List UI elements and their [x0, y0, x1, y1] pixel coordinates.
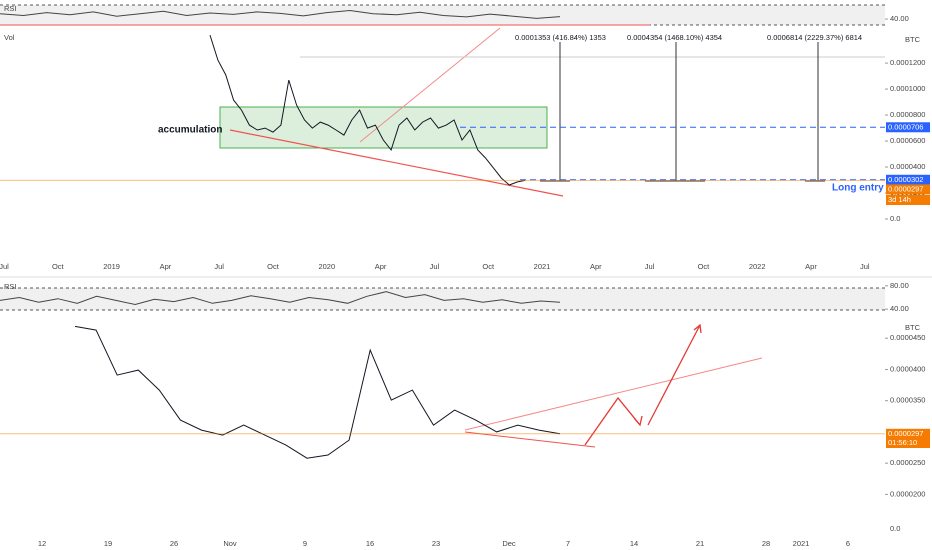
line-series [74, 325, 561, 459]
x-tick-label: Oct [482, 262, 495, 271]
x-tick-label: 26 [170, 539, 178, 548]
x-tick-label: Jul [0, 262, 9, 271]
x-tick-label: Jul [430, 262, 440, 271]
price-label-box [886, 428, 930, 439]
y-tick-label: 40.00 [890, 14, 909, 23]
x-tick-label: 2019 [103, 262, 120, 271]
countdown: 01:56:10 [888, 438, 917, 447]
x-tick-label: Dec [502, 539, 516, 548]
price-label: 0.0000706 [888, 122, 923, 131]
panel-title: Vol [4, 33, 15, 42]
y-tick-label: 0.0000250 [890, 458, 925, 467]
line-series [209, 34, 526, 186]
y-tick-label: 80.00 [890, 281, 909, 290]
x-tick-label: 2022 [749, 262, 766, 271]
y-tick-label: 40.00 [890, 304, 909, 313]
x-tick-label: 2021 [793, 539, 810, 548]
price-label: 0.0000297 [888, 184, 923, 193]
target-lines [540, 42, 825, 182]
projection-arrows [584, 323, 702, 446]
price-label: 0.0000297 [888, 429, 923, 438]
x-tick-label: 2020 [318, 262, 335, 271]
price-label-box [886, 184, 930, 195]
y-floor-label: 0.0 [890, 524, 900, 533]
x-tick-label: Apr [805, 262, 817, 271]
x-tick-label: 12 [38, 539, 46, 548]
unit-label: BTC [905, 35, 921, 44]
y-tick-label: 0.0 [890, 214, 900, 223]
x-tick-label: Apr [160, 262, 172, 271]
annotation: 0.0004354 (1468.10%) 4354 [627, 33, 722, 42]
y-tick-label: 0.0000350 [890, 396, 925, 405]
x-tick-label: 7 [566, 539, 570, 548]
line-series [0, 291, 561, 306]
unit-label: BTC [905, 323, 921, 332]
trendline [464, 357, 763, 431]
price-label: 0.0000302 [888, 175, 923, 184]
panel-title: RSI [4, 282, 17, 291]
y-tick-label: 0.0000200 [890, 489, 925, 498]
y-tick-label: 0.0000400 [890, 162, 925, 171]
annotation: Long entry [832, 183, 884, 194]
trendline [359, 27, 501, 143]
x-tick-label: 2021 [534, 262, 551, 271]
y-tick-label: 0.0000600 [890, 136, 925, 145]
x-tick-label: 23 [432, 539, 440, 548]
y-tick-label: 0.0000800 [890, 110, 925, 119]
trendline [464, 431, 596, 448]
x-tick-label: Apr [375, 262, 387, 271]
price-label-box [886, 122, 930, 133]
x-tick-label: Apr [590, 262, 602, 271]
countdown-box [886, 438, 930, 448]
y-tick-label: 0.0000450 [890, 333, 925, 342]
x-tick-label: Nov [223, 539, 237, 548]
x-tick-label: Oct [698, 262, 711, 271]
x-tick-label: 9 [303, 539, 307, 548]
x-tick-label: 6 [846, 539, 850, 548]
x-tick-label: 16 [366, 539, 374, 548]
line-series [0, 9, 561, 19]
countdown: 3d 14h [888, 195, 911, 204]
x-tick-label: Jul [860, 262, 870, 271]
x-tick-label: Oct [52, 262, 65, 271]
x-tick-label: 21 [696, 539, 704, 548]
annotation: 0.0001353 (416.84%) 1353 [515, 33, 606, 42]
x-tick-label: Jul [645, 262, 655, 271]
panel-title: RSI [4, 4, 17, 13]
rsi-band [0, 288, 885, 310]
annotation: 0.0006814 (2229.37%) 6814 [767, 33, 862, 42]
x-tick-label: 14 [630, 539, 638, 548]
annotation: accumulation [158, 125, 222, 136]
accumulation-box [219, 106, 548, 149]
x-tick-label: 19 [104, 539, 112, 548]
price-label-box [886, 174, 930, 185]
x-tick-label: Oct [267, 262, 280, 271]
countdown-box [886, 195, 930, 205]
x-tick-label: Jul [214, 262, 224, 271]
y-tick-label: 0.0001000 [890, 84, 925, 93]
trendline [229, 129, 564, 197]
y-tick-label: 0.0001200 [890, 58, 925, 67]
x-tick-label: 28 [762, 539, 770, 548]
y-tick-label: 0.0000400 [890, 364, 925, 373]
